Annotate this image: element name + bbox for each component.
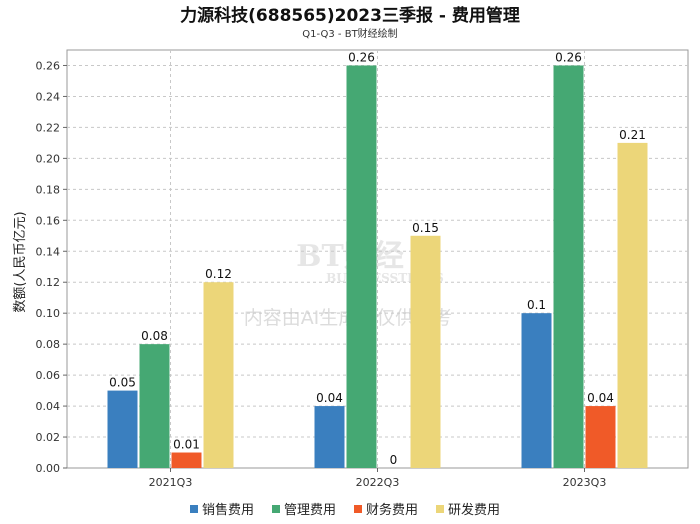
y-tick-label: 0.18 (36, 183, 61, 196)
legend-label: 研发费用 (448, 502, 500, 518)
y-tick-label: 0.10 (36, 307, 61, 320)
bar (617, 142, 648, 468)
y-tick-label: 0.06 (36, 369, 61, 382)
y-tick-label: 0.00 (36, 462, 61, 475)
data-label: 0.04 (587, 391, 614, 405)
data-label: 0.12 (205, 267, 232, 281)
legend-label: 管理费用 (284, 503, 336, 518)
data-label: 0 (390, 453, 398, 467)
legend-swatch (190, 505, 198, 513)
y-tick-label: 0.24 (36, 90, 61, 103)
data-label: 0.1 (527, 298, 546, 312)
y-tick-label: 0.16 (36, 214, 61, 227)
chart-subtitle: Q1-Q3 - BT财经绘制 (302, 27, 397, 40)
legend-label: 销售费用 (202, 502, 254, 518)
bar (553, 65, 584, 469)
bar (314, 406, 345, 468)
y-tick-label: 0.20 (36, 152, 61, 165)
legend: 销售费用 管理费用 财务费用 研发费用 (190, 502, 500, 518)
data-label: 0.15 (412, 221, 439, 235)
data-label: 0.01 (173, 438, 200, 452)
legend-swatch (354, 505, 362, 513)
y-tick-label: 0.04 (36, 400, 61, 413)
y-axis-label: 数额(人民币亿元) (13, 211, 28, 312)
y-tick-label: 0.22 (36, 121, 61, 134)
bar (346, 65, 377, 469)
bar (203, 282, 234, 468)
y-tick-label: 0.02 (36, 431, 61, 444)
data-label: 0.05 (109, 376, 136, 390)
bar (521, 313, 552, 468)
data-label: 0.08 (141, 329, 168, 343)
y-tick-label: 0.26 (36, 59, 61, 72)
x-tick-label: 2021Q3 (149, 476, 193, 489)
data-label: 0.04 (316, 391, 343, 405)
grid (66, 49, 689, 469)
bars: 0.05 0.04 0.1 0.08 0.26 0.26 0.01 0 0.04 0.12 0.15… (107, 50, 648, 469)
bar (171, 452, 202, 468)
y-tick-label: 0.12 (36, 276, 61, 289)
bar (139, 344, 170, 468)
y-tick-label: 0.14 (36, 245, 61, 258)
bar (410, 235, 441, 468)
bar (107, 390, 138, 468)
y-tick-label: 0.08 (36, 338, 61, 351)
bar (585, 406, 616, 468)
data-label: 0.21 (619, 128, 646, 142)
legend-swatch (272, 505, 280, 513)
legend-label: 财务费用 (366, 502, 418, 518)
chart-title: 力源科技(688565)2023三季报 - 费用管理 (180, 5, 520, 26)
x-tick-label: 2023Q3 (563, 476, 607, 489)
data-label: 0.26 (555, 50, 582, 64)
x-axis: 2021Q3 2022Q3 2023Q3 (149, 468, 607, 489)
data-label: 0.26 (348, 50, 375, 64)
y-axis: 0.00 0.02 0.04 0.06 0.08 0.10 0.12 0.14 0.16 0.18… (36, 59, 67, 475)
legend-swatch (436, 505, 444, 513)
x-tick-label: 2022Q3 (356, 476, 400, 489)
